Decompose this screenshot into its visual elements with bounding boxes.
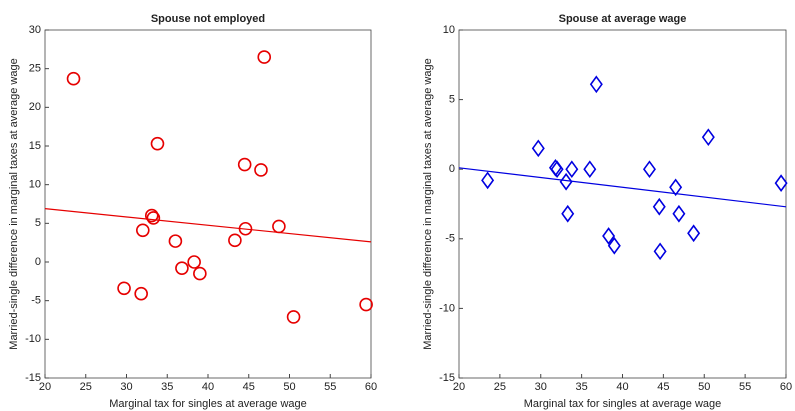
point: [565, 160, 579, 179]
x-tick-label: 25: [494, 381, 506, 393]
point: [187, 255, 201, 269]
fit-line: [44, 208, 372, 243]
point: [642, 160, 656, 179]
y-tick-label: 0: [449, 163, 455, 175]
x-axis-label: Marginal tax for singles at average wage: [524, 398, 722, 410]
point: [146, 211, 161, 225]
y-tick-label: -5: [31, 295, 41, 307]
point: [257, 50, 272, 64]
y-tick-label: 10: [29, 179, 41, 191]
chart-title: Spouse at average wage: [559, 13, 687, 25]
point: [589, 75, 603, 94]
point: [652, 197, 666, 216]
x-tick-label: 45: [657, 381, 669, 393]
x-tick-label: 40: [616, 381, 628, 393]
point: [687, 224, 701, 243]
point: [559, 172, 573, 191]
x-tick-label: 30: [535, 381, 547, 393]
fit-line: [458, 167, 787, 208]
point: [583, 160, 597, 179]
point: [602, 227, 616, 245]
y-axis-label: Married-single difference in marginal ta…: [422, 58, 434, 349]
point: [359, 297, 373, 312]
point: [607, 236, 621, 255]
x-axis-label: Marginal tax for singles at average wage: [109, 398, 307, 410]
y-tick-label: -15: [25, 372, 41, 384]
x-tick-label: 55: [324, 381, 336, 393]
point: [481, 171, 495, 190]
point: [134, 286, 148, 301]
point: [136, 223, 150, 238]
y-tick-label: 15: [29, 140, 41, 152]
point: [66, 71, 81, 86]
point: [701, 128, 715, 147]
y-tick-label: 0: [35, 256, 41, 268]
point: [117, 281, 131, 296]
y-tick-label: 25: [29, 63, 41, 75]
point: [774, 174, 788, 192]
point: [193, 266, 207, 281]
x-tick-label: 50: [283, 381, 295, 393]
point: [272, 219, 286, 234]
plot-frame: [44, 29, 372, 379]
point: [238, 221, 253, 236]
y-axis-label: Married-single difference in marginal ta…: [8, 58, 20, 349]
point: [550, 160, 564, 179]
y-tick-label: 5: [35, 217, 41, 229]
y-tick-label: -15: [439, 372, 455, 384]
x-tick-label: 60: [365, 381, 377, 393]
x-tick-label: 40: [202, 381, 214, 393]
point: [175, 261, 189, 275]
point: [653, 242, 667, 261]
point: [672, 204, 686, 223]
y-tick-label: -10: [439, 302, 455, 314]
point: [228, 233, 242, 248]
point: [531, 139, 545, 158]
x-tick-label: 30: [120, 381, 132, 393]
y-tick-label: 20: [29, 101, 41, 113]
x-tick-label: 35: [576, 381, 588, 393]
point: [669, 178, 683, 197]
x-tick-label: 55: [739, 381, 751, 393]
point: [254, 163, 268, 177]
point: [286, 310, 301, 324]
point: [144, 208, 159, 223]
point: [168, 234, 183, 248]
x-tick-label: 35: [161, 381, 173, 393]
x-tick-label: 50: [698, 381, 710, 393]
point: [150, 136, 165, 151]
point: [237, 157, 252, 172]
x-tick-label: 20: [453, 381, 465, 393]
chart-title: Spouse not employed: [151, 13, 265, 25]
y-tick-label: 5: [449, 94, 455, 106]
x-tick-label: 20: [39, 381, 51, 393]
y-tick-label: -10: [25, 333, 41, 345]
y-tick-label: -5: [445, 233, 455, 245]
point: [561, 204, 575, 223]
y-tick-label: 10: [443, 24, 455, 36]
y-tick-label: 30: [29, 24, 41, 36]
x-tick-label: 60: [780, 381, 792, 393]
plot-frame: [458, 29, 787, 379]
x-tick-label: 45: [243, 381, 255, 393]
x-tick-label: 25: [80, 381, 92, 393]
